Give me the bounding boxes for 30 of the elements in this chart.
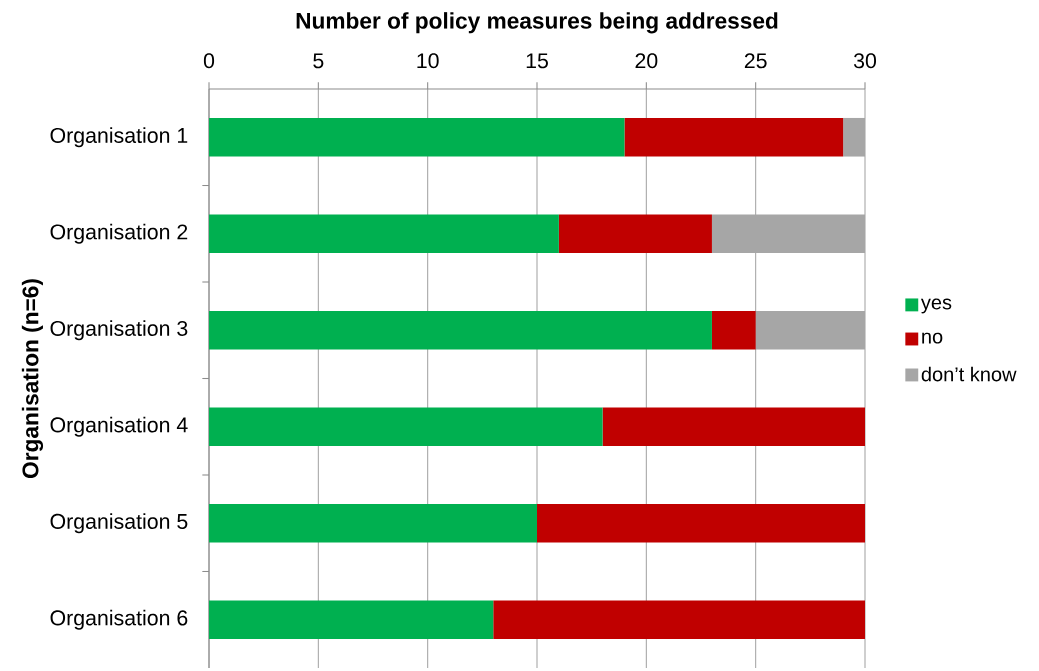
x-tick-label: 30: [853, 53, 877, 69]
x-tick-label: 15: [526, 53, 548, 69]
bar: [537, 503, 865, 543]
x-tick-label: 25: [744, 53, 767, 69]
bar: [711, 310, 756, 350]
bar: [209, 117, 625, 157]
legend-label: yes: [920, 298, 952, 314]
y-tick-label: Organisation 2: [50, 223, 188, 244]
y-tick-label: Organisation 5: [50, 513, 188, 534]
bar: [209, 214, 559, 254]
bar: [558, 214, 712, 254]
bar: [209, 503, 537, 543]
bar: [493, 600, 865, 640]
y-tick-label: Organisation 4: [50, 416, 188, 437]
x-tick-label: 0: [203, 53, 215, 69]
x-tick-label: 10: [417, 53, 439, 69]
legend-label: don’t know: [921, 366, 1017, 382]
bar: [624, 117, 844, 157]
x-axis-title: Number of policy measures being addressed: [296, 12, 778, 34]
y-tick-label: Organisation 1: [50, 127, 188, 148]
bar: [209, 600, 494, 640]
y-tick-label: Organisation 6: [50, 609, 188, 630]
x-tick-label: 5: [313, 53, 324, 69]
y-axis-title: Organisation (n=6): [21, 279, 44, 479]
legend-label: no: [922, 332, 943, 344]
bar: [209, 310, 712, 350]
bar: [209, 407, 603, 447]
y-tick-label: Organisation 3: [50, 320, 188, 341]
bar: [602, 407, 865, 447]
x-tick-label: 20: [635, 53, 658, 69]
